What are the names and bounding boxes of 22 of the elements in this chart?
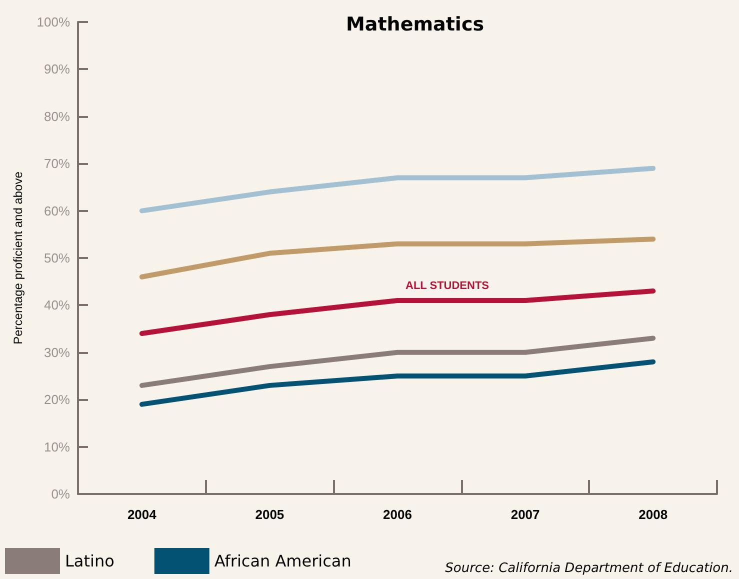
y-tick-label: 30% [44,344,70,360]
chart-title: Mathematics [346,14,484,36]
x-tick-label: 2004 [127,507,158,522]
y-tick-label: 10% [44,439,70,454]
x-tick-label: 2006 [383,507,412,522]
y-tick-label: 0% [51,486,70,502]
y-tick-label: 70% [44,156,70,172]
x-tick-label: 2008 [638,507,668,522]
y-tick-label: 20% [44,392,70,408]
annotation: ALL STUDENTS [406,280,490,292]
y-tick-label: 60% [44,203,70,218]
y-tick-label: 50% [44,250,70,266]
x-tick-label: 2005 [255,507,284,522]
x-tick-label: 2007 [510,507,540,522]
y-tick-label: 90% [44,62,70,77]
legend-label: Latino [65,552,114,570]
y-tick-label: 80% [44,108,70,124]
source-note: Source: California Department of Education. [445,561,734,576]
y-tick-label: 40% [44,298,70,313]
legend-label: African American [214,552,352,570]
y-tick-label: 100% [36,14,70,30]
y-axis-title: Percentage proficient and above [11,171,25,344]
